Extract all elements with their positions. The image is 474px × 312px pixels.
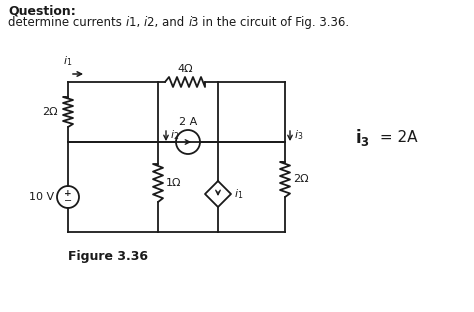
Text: 1,: 1, — [129, 16, 144, 29]
Text: $i_1$: $i_1$ — [234, 187, 243, 201]
Text: i: i — [188, 16, 191, 29]
Text: determine currents: determine currents — [8, 16, 126, 29]
Text: 2, and: 2, and — [147, 16, 188, 29]
Text: 1Ω: 1Ω — [166, 178, 182, 188]
Text: 10 V: 10 V — [29, 192, 54, 202]
Text: $\mathbf{i_3}$: $\mathbf{i_3}$ — [355, 126, 370, 148]
Text: 3 in the circuit of Fig. 3.36.: 3 in the circuit of Fig. 3.36. — [191, 16, 349, 29]
Text: −: − — [64, 196, 72, 206]
Text: $i_2$: $i_2$ — [170, 128, 179, 142]
Text: 2 A: 2 A — [179, 117, 197, 127]
Text: $i_1$: $i_1$ — [63, 54, 73, 68]
Text: 2Ω: 2Ω — [293, 174, 309, 184]
Text: 2Ω: 2Ω — [42, 107, 58, 117]
Text: = 2A: = 2A — [375, 129, 418, 144]
Text: $i_3$: $i_3$ — [294, 128, 303, 142]
Text: i: i — [144, 16, 147, 29]
Text: Figure 3.36: Figure 3.36 — [68, 250, 148, 263]
Text: i: i — [126, 16, 129, 29]
Text: +: + — [64, 188, 72, 197]
Text: Question:: Question: — [8, 4, 76, 17]
Text: 4Ω: 4Ω — [177, 64, 193, 74]
